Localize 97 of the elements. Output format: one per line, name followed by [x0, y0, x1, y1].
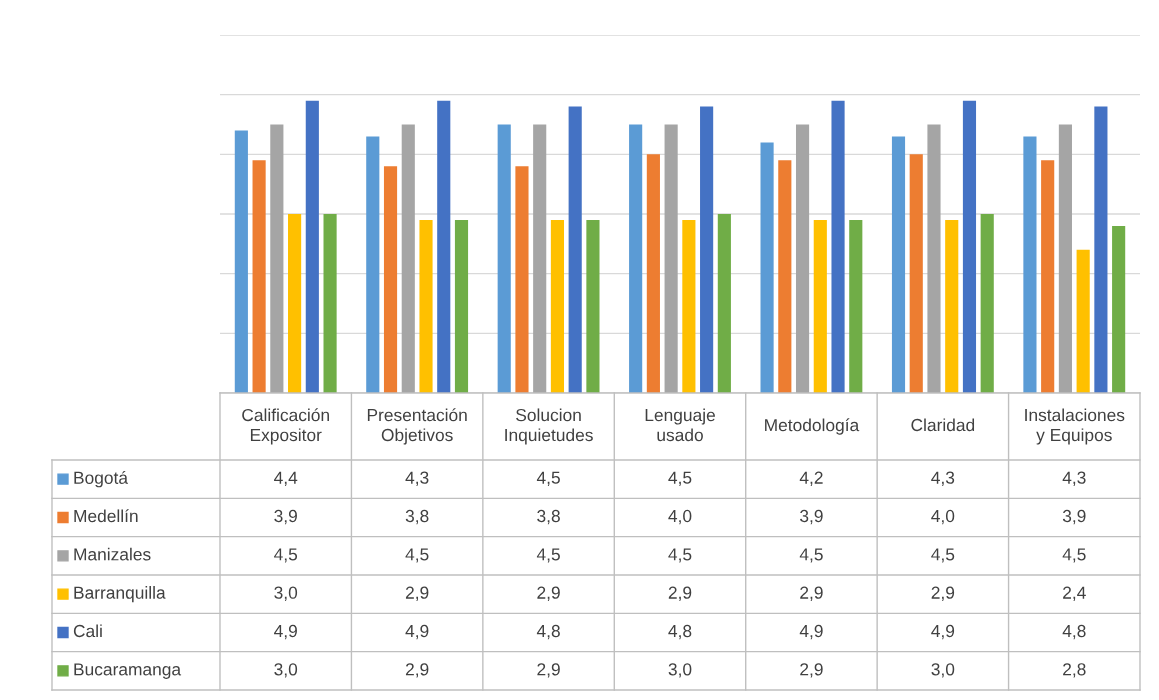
bar — [288, 214, 302, 393]
bar — [515, 166, 529, 393]
legend-label: Barranquilla — [74, 586, 166, 603]
data-label: 4,8 — [1062, 624, 1086, 640]
data-label: 2,4 — [1063, 586, 1086, 601]
data-label: 4,2 — [799, 471, 823, 486]
bar — [980, 214, 994, 393]
bar — [550, 219, 565, 393]
bar — [700, 106, 714, 393]
data-label: 4,4 — [274, 471, 298, 486]
bar — [437, 100, 451, 393]
data-label: 4,5 — [1062, 548, 1086, 563]
bar — [664, 124, 678, 393]
data-label: 2,9 — [537, 586, 560, 601]
data-label: 4,5 — [405, 548, 429, 563]
bar — [909, 154, 923, 393]
bar — [1076, 249, 1090, 393]
data-label: 4,3 — [405, 471, 429, 486]
bar — [760, 142, 774, 393]
data-label: 4,0 — [931, 509, 955, 525]
data-label: 4,0 — [668, 509, 692, 525]
x-tick-label: Metodología — [765, 418, 860, 435]
data-label: 2,9 — [800, 663, 823, 678]
bar — [270, 124, 284, 393]
bar — [795, 124, 810, 393]
legend-label: Bucaramanga — [74, 663, 182, 679]
bar — [533, 124, 547, 393]
x-tick-label: Calificación Expositor — [242, 408, 329, 445]
bar — [568, 106, 582, 393]
data-label: 4,3 — [931, 471, 955, 486]
data-label: 4,5 — [274, 548, 298, 563]
data-label: 4,5 — [668, 548, 692, 563]
data-label: 4,5 — [536, 471, 560, 486]
x-tick-label: Lenguaje usado — [645, 408, 715, 442]
bar — [849, 219, 863, 393]
bar — [646, 154, 660, 393]
x-tick-label: Solucion Inquietudes — [505, 408, 593, 445]
data-label: 4,9 — [405, 624, 429, 640]
bar — [1058, 124, 1072, 393]
x-tick-label: Presentación Objetivos — [367, 408, 467, 445]
data-label: 2,9 — [800, 586, 823, 601]
bar — [1041, 160, 1055, 393]
legend-label: Medellín — [74, 509, 138, 523]
data-label: 2,8 — [1063, 663, 1086, 678]
data-label: 4,5 — [536, 548, 560, 563]
bar — [419, 219, 433, 393]
bar — [891, 136, 906, 393]
data-label: 4,9 — [274, 624, 297, 640]
data-label: 4,8 — [668, 624, 692, 640]
data-label: 3,0 — [668, 663, 692, 678]
data-label: 4,8 — [536, 624, 560, 640]
legend-label: Manizales — [74, 547, 151, 561]
bar — [945, 219, 959, 393]
legend-label: Cali — [73, 624, 102, 638]
data-label: 2,9 — [668, 586, 692, 601]
bar — [778, 160, 792, 393]
bar — [252, 160, 266, 393]
bar — [366, 136, 380, 393]
bar — [962, 100, 977, 393]
data-label: 4,5 — [799, 548, 823, 563]
bar — [323, 214, 337, 393]
data-label: 3,9 — [800, 509, 823, 525]
data-label: 3,0 — [931, 663, 955, 678]
data-label: 2,9 — [405, 663, 429, 678]
data-label: 3,0 — [274, 586, 298, 601]
bar — [682, 219, 696, 393]
bar — [383, 166, 398, 393]
bar — [234, 130, 248, 393]
data-label: 4,5 — [931, 548, 955, 563]
data-label: 3,8 — [537, 509, 560, 525]
bar — [497, 124, 511, 393]
bar — [305, 100, 319, 393]
bar — [813, 219, 827, 393]
data-label: 3,8 — [405, 509, 429, 525]
bar — [401, 124, 415, 393]
data-label: 2,9 — [405, 586, 429, 601]
data-label: 3,0 — [274, 663, 298, 678]
data-label: 4,9 — [931, 624, 955, 640]
data-label: 2,9 — [537, 663, 560, 678]
bar — [1023, 136, 1037, 393]
data-label: 3,9 — [274, 509, 297, 525]
bar — [1094, 106, 1108, 393]
data-label: 4,9 — [799, 624, 823, 640]
bar — [717, 214, 731, 393]
data-label: 4,3 — [1062, 471, 1086, 486]
bar — [586, 219, 600, 393]
data-label: 3,9 — [1062, 509, 1086, 525]
bar — [831, 100, 845, 393]
bar — [927, 124, 941, 393]
legend-label: Bogotá — [74, 470, 129, 488]
data-label: 4,5 — [668, 471, 692, 486]
bar — [454, 219, 469, 393]
data-label: 2,9 — [931, 586, 955, 601]
x-tick-label: Claridad — [911, 418, 975, 432]
bar — [1112, 225, 1126, 393]
x-tick-label: Instalaciones y Equipos — [1025, 408, 1125, 445]
bar — [629, 124, 643, 393]
